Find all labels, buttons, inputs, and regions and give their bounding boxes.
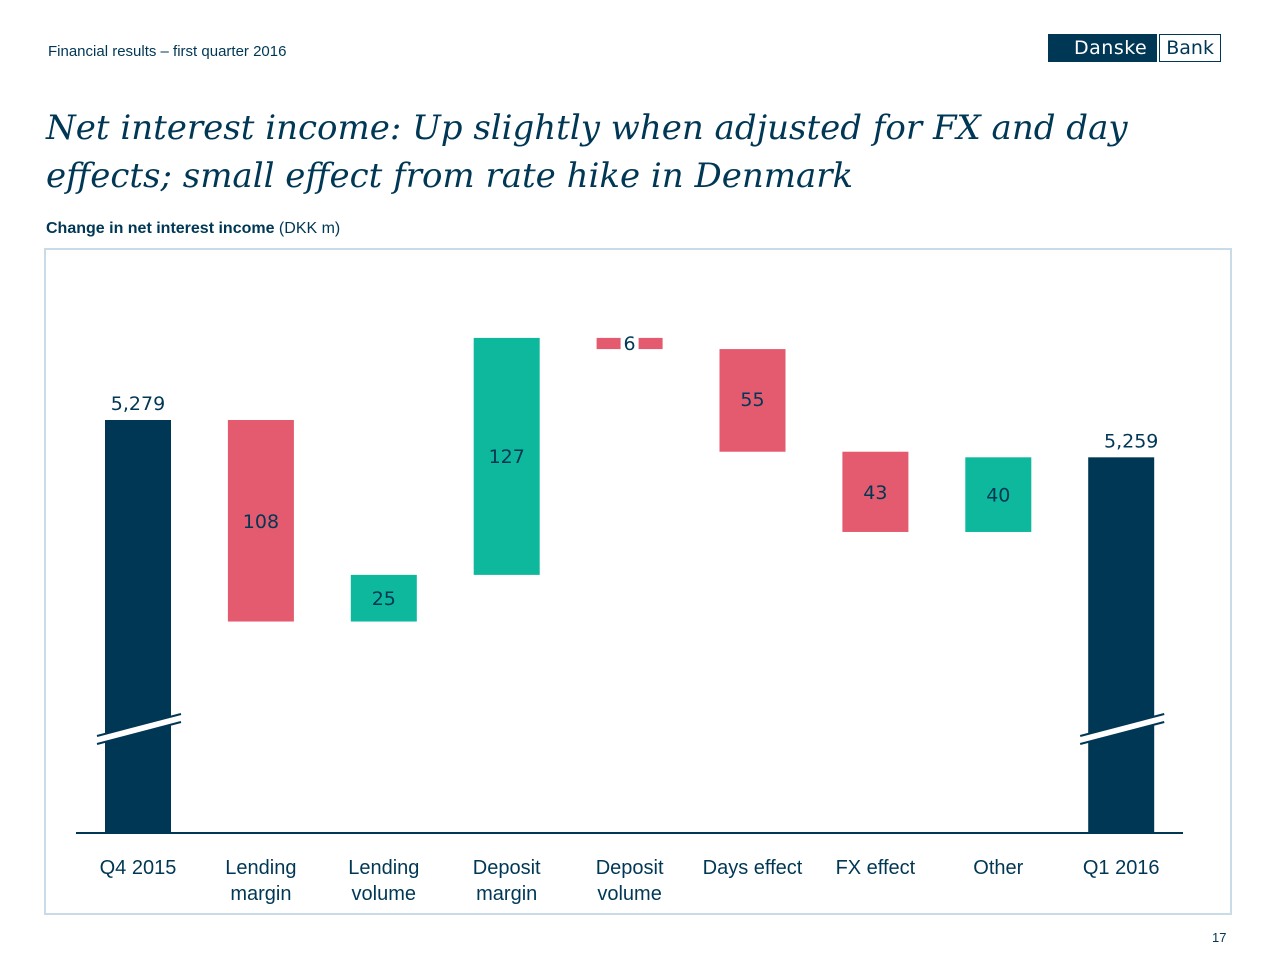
category-label-2: volume <box>352 883 416 905</box>
axis-break-line-0 <box>96 713 182 737</box>
chart-subtitle-unit: (DKK m) <box>274 220 341 237</box>
bar-total-8 <box>1088 457 1155 832</box>
axis-break-line-8 <box>1079 721 1165 745</box>
axis-break-line-8 <box>1079 713 1165 737</box>
category-label-3: Deposit <box>473 857 541 879</box>
bar-delta-1 <box>227 420 294 622</box>
chart-subtitle-bold: Change in net interest income <box>46 220 275 237</box>
data-label-1: 108 <box>243 511 279 533</box>
data-label-4: 6 <box>624 333 636 355</box>
axis-break-gap-8 <box>1080 714 1165 744</box>
bar-delta-3 <box>473 337 540 575</box>
category-label-3: margin <box>476 883 537 905</box>
bar-delta-6 <box>842 451 909 532</box>
chart-subtitle: Change in net interest income (DKK m) <box>46 220 340 238</box>
category-label-1: Lending <box>225 857 296 879</box>
header-label: Financial results – first quarter 2016 <box>48 43 287 60</box>
category-label-6: FX effect <box>836 857 916 879</box>
axis-break-gap-0 <box>97 714 181 744</box>
category-label-2: Lending <box>348 857 419 879</box>
data-label-0: 5,279 <box>111 393 165 415</box>
bar-delta-2 <box>350 574 417 622</box>
danske-bank-logo: Danske Bank <box>1048 34 1221 62</box>
slide-title: Net interest income: Up slightly when ad… <box>46 108 1128 196</box>
data-label-8: 5,259 <box>1104 430 1158 452</box>
page-number: 17 <box>1212 930 1227 945</box>
axis-break-line-0 <box>96 721 182 745</box>
category-label-1: margin <box>230 883 291 905</box>
category-label-7: Other <box>973 857 1023 879</box>
data-label-2: 25 <box>372 588 396 610</box>
logo-bank: Bank <box>1159 34 1221 62</box>
bar-total-0 <box>105 420 171 832</box>
chart-frame <box>44 248 1232 915</box>
category-label-8: Q1 2016 <box>1083 857 1160 879</box>
category-label-5: Days effect <box>703 857 803 879</box>
logo-danske: Danske <box>1048 34 1158 62</box>
data-label-6: 43 <box>863 482 887 504</box>
category-label-0: Q4 2015 <box>100 857 177 879</box>
category-label-4: Deposit <box>596 857 664 879</box>
data-label-7: 40 <box>986 485 1010 507</box>
data-label-3: 127 <box>489 446 525 468</box>
category-label-4: volume <box>597 883 661 905</box>
bar-delta-4-right <box>638 337 663 350</box>
data-label-5: 55 <box>740 389 764 411</box>
bar-delta-4 <box>596 337 621 350</box>
bar-delta-7 <box>965 457 1032 532</box>
bar-delta-5 <box>719 349 786 452</box>
